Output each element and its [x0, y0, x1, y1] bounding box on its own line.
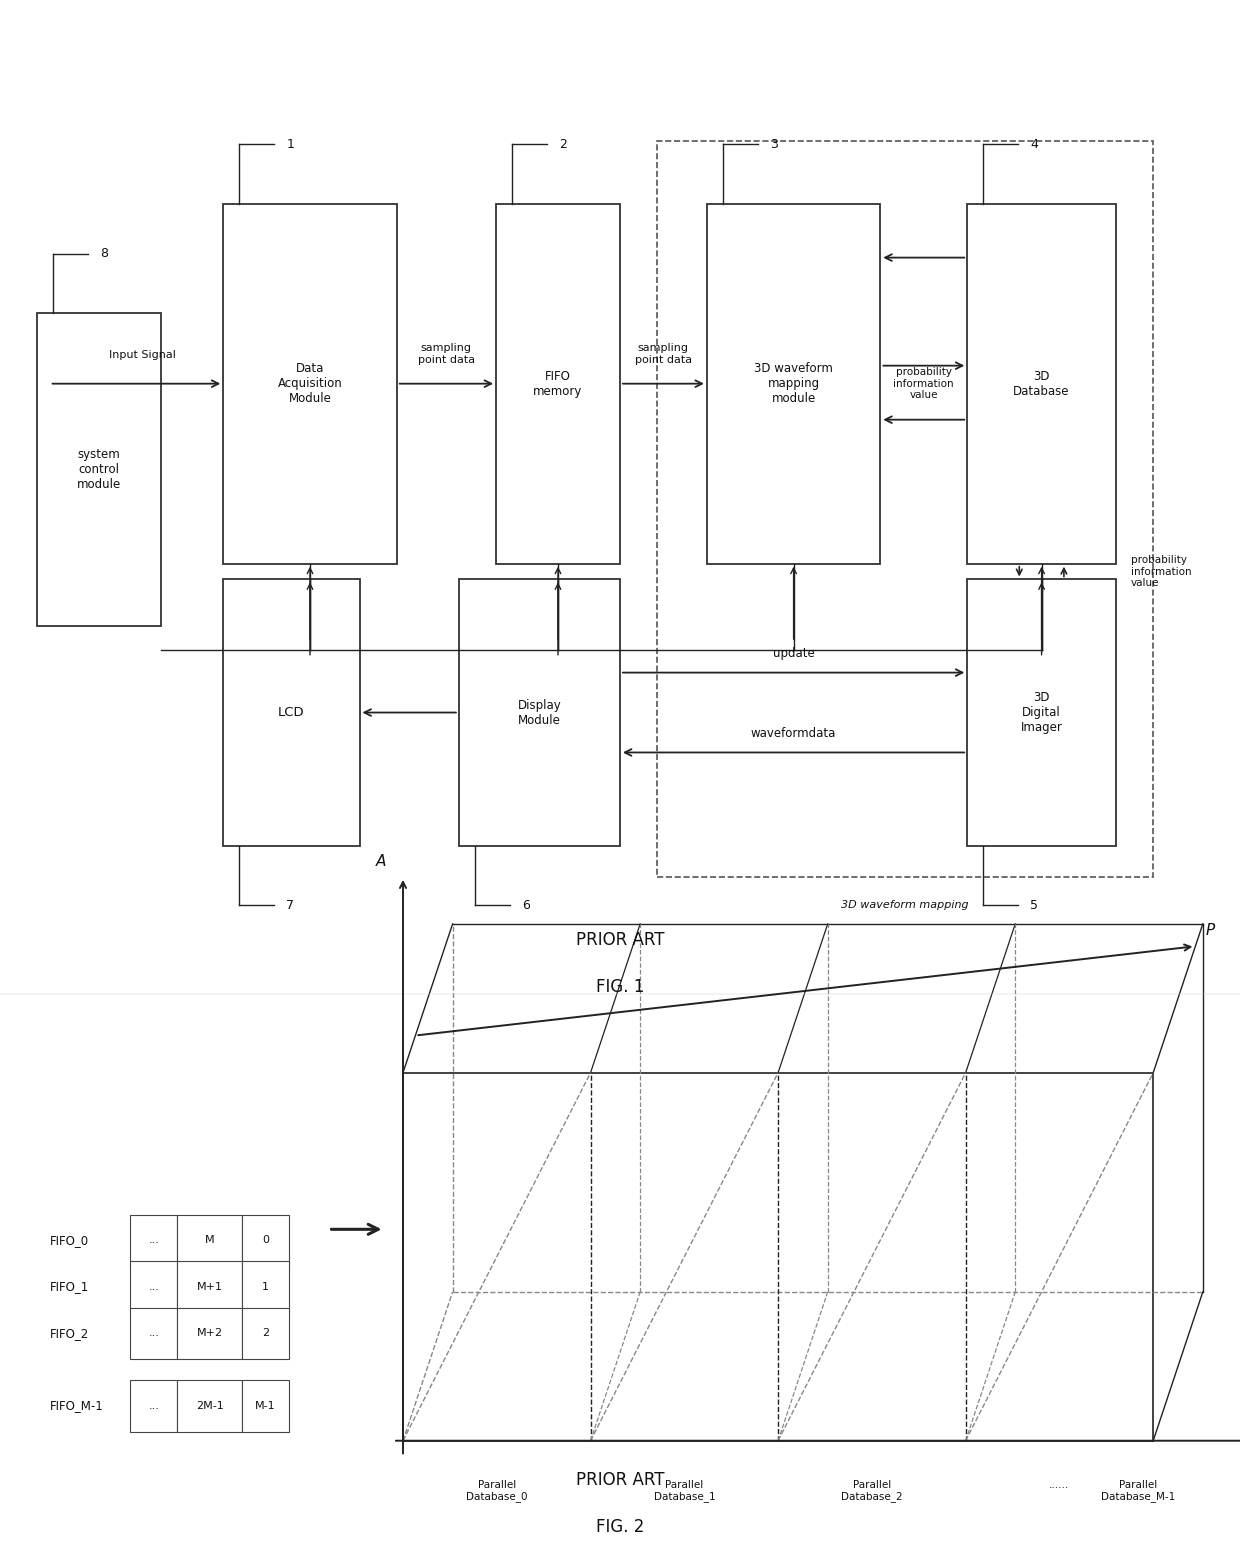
Bar — [177, 1380, 242, 1431]
Text: M+2: M+2 — [196, 1328, 223, 1339]
Bar — [177, 1261, 242, 1312]
Text: update: update — [773, 647, 815, 661]
Text: FIFO_2: FIFO_2 — [50, 1326, 89, 1340]
Bar — [37, 313, 161, 626]
Text: system
control
module: system control module — [77, 448, 122, 492]
Bar — [223, 204, 397, 564]
Text: 6: 6 — [522, 899, 529, 911]
Text: FIG. 2: FIG. 2 — [595, 1517, 645, 1536]
Bar — [130, 1215, 177, 1267]
Text: FIFO_1: FIFO_1 — [50, 1281, 89, 1294]
Text: Parallel
Database_1: Parallel Database_1 — [653, 1480, 715, 1502]
Text: 2: 2 — [559, 138, 567, 150]
Text: M: M — [205, 1236, 215, 1245]
Text: 3D waveform
mapping
module: 3D waveform mapping module — [754, 362, 833, 406]
Text: Parallel
Database_2: Parallel Database_2 — [841, 1480, 903, 1502]
Text: probability
information
value: probability information value — [1131, 554, 1192, 589]
Text: sampling
point data: sampling point data — [635, 343, 692, 365]
Bar — [242, 1380, 289, 1431]
Bar — [496, 204, 620, 564]
Text: ...: ... — [149, 1402, 159, 1411]
Bar — [967, 579, 1116, 846]
Text: ...: ... — [149, 1283, 159, 1292]
Text: PRIOR ART: PRIOR ART — [575, 1470, 665, 1489]
Bar — [242, 1308, 289, 1359]
Text: 2M-1: 2M-1 — [196, 1402, 223, 1411]
Text: 1: 1 — [286, 138, 294, 150]
Text: A: A — [376, 853, 386, 869]
Text: Data
Acquisition
Module: Data Acquisition Module — [278, 362, 342, 406]
Text: Parallel
Database_M-1: Parallel Database_M-1 — [1101, 1480, 1176, 1502]
Text: 1: 1 — [262, 1283, 269, 1292]
Text: 5: 5 — [1030, 899, 1038, 911]
Bar — [177, 1215, 242, 1267]
Bar — [242, 1261, 289, 1312]
Text: 4: 4 — [1030, 138, 1038, 150]
Text: FIFO
memory: FIFO memory — [533, 370, 583, 398]
Bar — [242, 1215, 289, 1267]
Bar — [223, 579, 360, 846]
Text: ...: ... — [149, 1236, 159, 1245]
Text: 0: 0 — [262, 1236, 269, 1245]
Bar — [130, 1261, 177, 1312]
Bar — [967, 204, 1116, 564]
Text: 2: 2 — [262, 1328, 269, 1339]
Text: PRIOR ART: PRIOR ART — [575, 930, 665, 949]
Text: P: P — [1205, 924, 1214, 938]
Bar — [130, 1380, 177, 1431]
Text: FIFO_M-1: FIFO_M-1 — [50, 1400, 103, 1413]
Text: waveformdata: waveformdata — [751, 727, 836, 739]
Text: FIFO_0: FIFO_0 — [50, 1234, 89, 1247]
Text: 3: 3 — [770, 138, 777, 150]
Bar — [657, 141, 1153, 877]
Text: M-1: M-1 — [255, 1402, 275, 1411]
Text: Parallel
Database_0: Parallel Database_0 — [466, 1480, 527, 1502]
Text: ......: ...... — [1049, 1480, 1070, 1489]
Text: sampling
point data: sampling point data — [418, 343, 475, 365]
Text: probability
information
value: probability information value — [894, 366, 954, 401]
Text: 3D
Database: 3D Database — [1013, 370, 1070, 398]
Text: Input Signal: Input Signal — [109, 351, 176, 360]
Text: FIG. 1: FIG. 1 — [595, 977, 645, 996]
Bar — [177, 1308, 242, 1359]
Text: 3D
Digital
Imager: 3D Digital Imager — [1021, 691, 1063, 734]
Text: LCD: LCD — [278, 706, 305, 719]
Text: Display
Module: Display Module — [517, 698, 562, 727]
Text: M+1: M+1 — [197, 1283, 222, 1292]
Text: ...: ... — [149, 1328, 159, 1339]
Text: 3D waveform mapping: 3D waveform mapping — [842, 900, 968, 910]
Text: 8: 8 — [100, 247, 108, 260]
Bar — [707, 204, 880, 564]
Bar — [459, 579, 620, 846]
Text: 7: 7 — [286, 899, 294, 911]
Bar — [130, 1308, 177, 1359]
